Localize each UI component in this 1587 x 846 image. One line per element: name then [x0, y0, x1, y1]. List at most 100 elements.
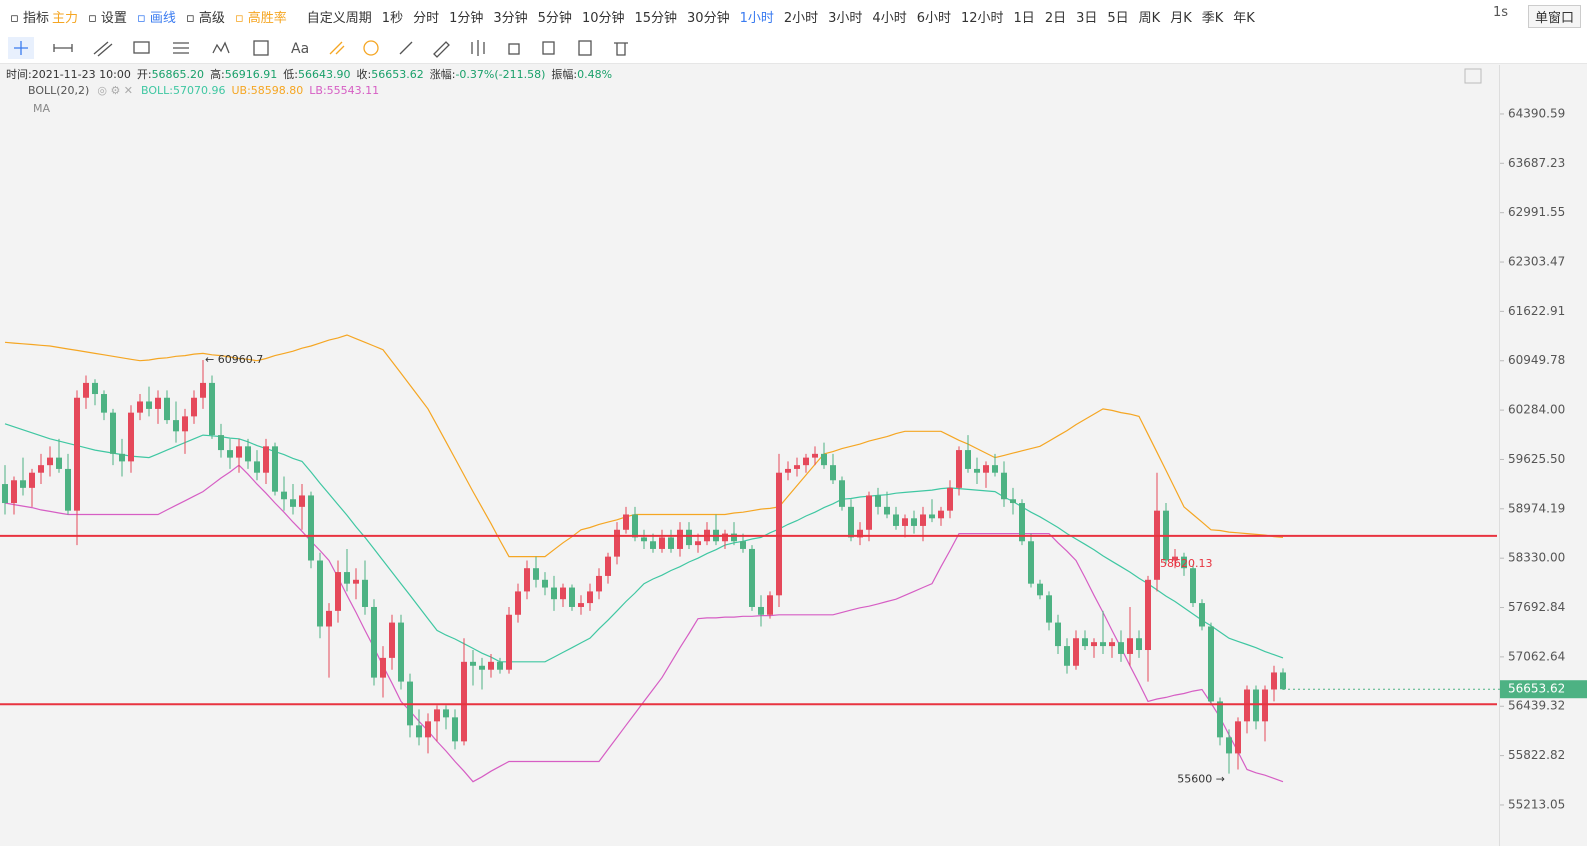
candle-body [641, 537, 647, 542]
font-tool[interactable]: Aa [291, 41, 309, 57]
wave-tool[interactable] [212, 41, 230, 54]
header-value: 0.48% [577, 68, 613, 81]
measure-tool[interactable] [253, 40, 269, 56]
header-label: 收: [356, 68, 372, 81]
period-item[interactable]: 3日 [1076, 10, 1098, 26]
period-item[interactable]: 15分钟 [634, 10, 678, 26]
period-item[interactable]: 季K [1201, 10, 1224, 26]
candle-body [659, 537, 665, 549]
period-item[interactable]: 3小时 [828, 10, 863, 26]
crosshair-tool[interactable] [14, 41, 28, 55]
header-label: 开: [136, 68, 152, 81]
period-item[interactable]: 10分钟 [581, 10, 625, 26]
price-annotation: 55600 → [1177, 773, 1225, 786]
candle-body [1028, 541, 1034, 584]
period-item[interactable]: 3分钟 [493, 10, 528, 26]
header-label: 时间: [6, 68, 32, 81]
indicator-tool[interactable] [471, 40, 485, 56]
period-item[interactable]: 5日 [1107, 10, 1129, 26]
period-item[interactable]: 1分钟 [449, 10, 484, 26]
period-item[interactable]: 1秒 [381, 10, 404, 26]
header-value: 56865.20 [151, 68, 205, 81]
channel-tool[interactable] [173, 42, 189, 54]
candle-body [551, 587, 557, 600]
period-item[interactable]: 2日 [1044, 10, 1067, 26]
candle-body [497, 661, 503, 670]
candle-body [866, 495, 872, 530]
candle-body [668, 537, 674, 549]
menu-item[interactable]: ▫ 高胜率 [234, 10, 287, 26]
menu-item[interactable]: ▫ 指标 [10, 10, 49, 26]
menu-item[interactable]: ▫ 画线 [136, 10, 176, 26]
menu-item[interactable]: ▫ 设置 [87, 10, 127, 26]
candle-body [821, 453, 827, 466]
period-item[interactable]: 30分钟 [687, 10, 730, 26]
window-option[interactable]: 单窗口 [1527, 4, 1581, 28]
legend-item: LB:55543.11 [309, 84, 380, 97]
candle-body [686, 529, 692, 546]
candle-body [1145, 579, 1151, 651]
candle-body [110, 412, 116, 454]
ruler-tool[interactable] [399, 41, 413, 55]
candle-body [695, 541, 701, 546]
candle-body [119, 453, 125, 462]
candle-body [911, 518, 917, 526]
header-label: 低: [283, 68, 298, 81]
header-label: 涨幅: [429, 68, 456, 81]
magnet-tool[interactable] [363, 40, 379, 56]
candle-body [164, 397, 170, 421]
period-item[interactable]: 6小时 [916, 10, 951, 26]
candle-body [1253, 689, 1259, 722]
candle-body [1190, 568, 1196, 604]
candle-body [614, 529, 620, 557]
period-item[interactable]: 自定义周期 [306, 10, 372, 26]
y-tick-label: 55822.82 [1508, 748, 1565, 762]
delete-tool[interactable] [614, 42, 628, 56]
period-item[interactable]: 周K [1138, 10, 1161, 26]
period-item[interactable]: 12小时 [960, 10, 1004, 26]
candle-body [83, 382, 89, 398]
period-item[interactable]: 4小时 [872, 10, 907, 26]
period-item[interactable]: 1小时 [739, 10, 774, 26]
period-item[interactable]: 年K [1233, 10, 1255, 26]
candle-body [677, 529, 683, 549]
lock-tool[interactable] [508, 43, 520, 55]
expand-icon[interactable] [1464, 68, 1482, 84]
period-item[interactable]: 1日 [1013, 10, 1035, 26]
candle-body [1010, 499, 1016, 504]
erase-tool[interactable] [329, 41, 345, 55]
candle-body [956, 450, 962, 488]
candle-body [74, 397, 80, 511]
candle-body [731, 533, 737, 542]
candle-body [227, 450, 233, 458]
copy-tool[interactable] [542, 41, 555, 55]
last-price-label: 56653.62 [1508, 682, 1565, 696]
legend-icons: ◎ ⚙ ✕ [97, 84, 134, 97]
candle-body [1235, 721, 1241, 754]
period-item[interactable]: 分时 [413, 10, 440, 26]
candle-body [425, 721, 431, 738]
candle-body [1262, 689, 1268, 722]
candle-body [299, 495, 305, 507]
y-tick-label: 55213.05 [1508, 797, 1565, 811]
last-price-tag [1500, 680, 1587, 699]
period-item[interactable]: 5分钟 [537, 10, 572, 26]
candle-body [443, 709, 449, 718]
header-value: -0.37%(-211.58) [455, 68, 546, 81]
note-tool[interactable] [578, 40, 592, 56]
menu-item[interactable]: ▫ 高级 [185, 10, 225, 26]
pen-tool[interactable] [433, 41, 450, 58]
candle-body [587, 591, 593, 604]
band-line [4, 334, 1284, 558]
window-option[interactable]: 1s [1492, 4, 1508, 20]
period-item[interactable]: 2小时 [783, 10, 819, 26]
menu-tag: 主力 [51, 10, 78, 26]
rect-tool[interactable] [133, 41, 150, 54]
y-tick-label: 57062.64 [1508, 649, 1565, 663]
period-item[interactable]: 月K [1170, 10, 1192, 26]
trend-tool[interactable] [93, 41, 113, 57]
candle-body [101, 394, 107, 413]
candle-body [1244, 689, 1250, 722]
hline-tool[interactable] [53, 44, 73, 52]
